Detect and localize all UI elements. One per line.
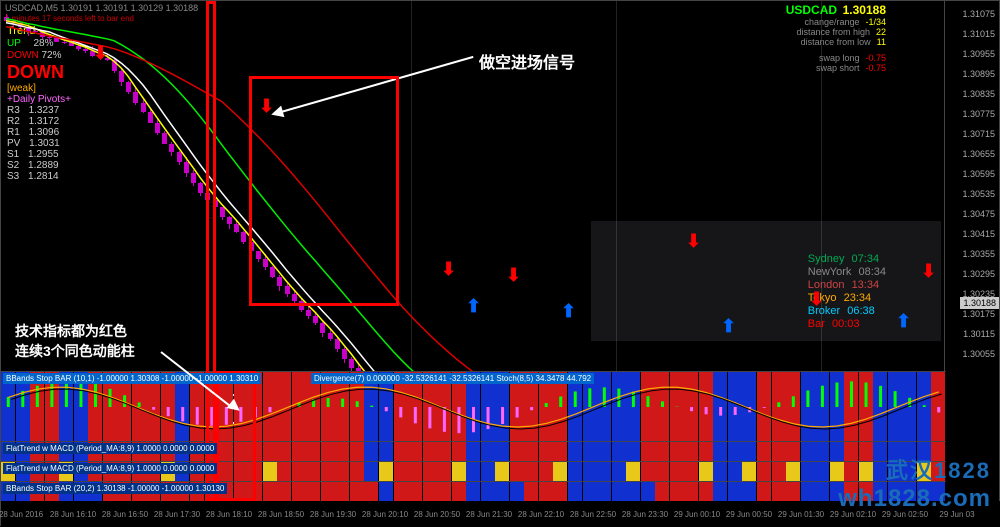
annotation-short-signal: 做空进场信号 [479, 49, 575, 73]
annotation-indicator-note: 技术指标都为红色 连续3个同色动能柱 [15, 321, 135, 361]
signal-arrow-up: ⬆ [561, 301, 576, 322]
indicator-panel-2[interactable]: FlatTrend w MACD (Period_MA:8,9) 1.0000 … [1, 441, 946, 461]
signal-arrow-down: ⬇ [93, 43, 108, 64]
price-axis: 1.310751.310151.309551.308951.308351.307… [944, 1, 999, 371]
indicator-panel-1[interactable]: BBands Stop BAR (10,1) -1.00000 1.30308 … [1, 371, 946, 441]
ind1-label: BBands Stop BAR (10,1) -1.00000 1.30308 … [3, 373, 261, 384]
signal-arrow-up: ⬆ [466, 296, 481, 317]
ind3-label: FlatTrend w MACD (Period_MA:8,9) 1.0000 … [3, 463, 217, 474]
ind4-label: BBands Stop BAR (20,2) 1.30138 -1.00000 … [3, 483, 227, 494]
signal-arrow-down: ⬇ [441, 259, 456, 280]
indicator-panel-4[interactable]: BBands Stop BAR (20,2) 1.30138 -1.00000 … [1, 481, 946, 501]
highlight-box [216, 371, 256, 501]
signal-arrow-up: ⬆ [721, 316, 736, 337]
signal-arrow-down: ⬇ [259, 96, 274, 117]
current-price-tag: 1.30188 [960, 297, 999, 309]
highlight-box [206, 1, 216, 501]
signal-arrow-down: ⬇ [809, 289, 824, 310]
watermark: 武汉1828 wh1828.com [838, 453, 991, 513]
signal-arrow-down: ⬇ [506, 265, 521, 286]
ind1-label-b: Divergence(7) 0.000000 -32.5326141 -32.5… [311, 373, 594, 384]
chart-container: USDCAD,M5 1.30191 1.30191 1.30129 1.3018… [0, 0, 1000, 526]
indicator-panel-3[interactable]: FlatTrend w MACD (Period_MA:8,9) 1.0000 … [1, 461, 946, 481]
ind2-label: FlatTrend w MACD (Period_MA:8,9) 1.0000 … [3, 443, 217, 454]
signal-arrow-down: ⬇ [921, 261, 936, 282]
signal-arrow-down: ⬇ [686, 231, 701, 252]
signal-arrow-up: ⬆ [896, 311, 911, 332]
